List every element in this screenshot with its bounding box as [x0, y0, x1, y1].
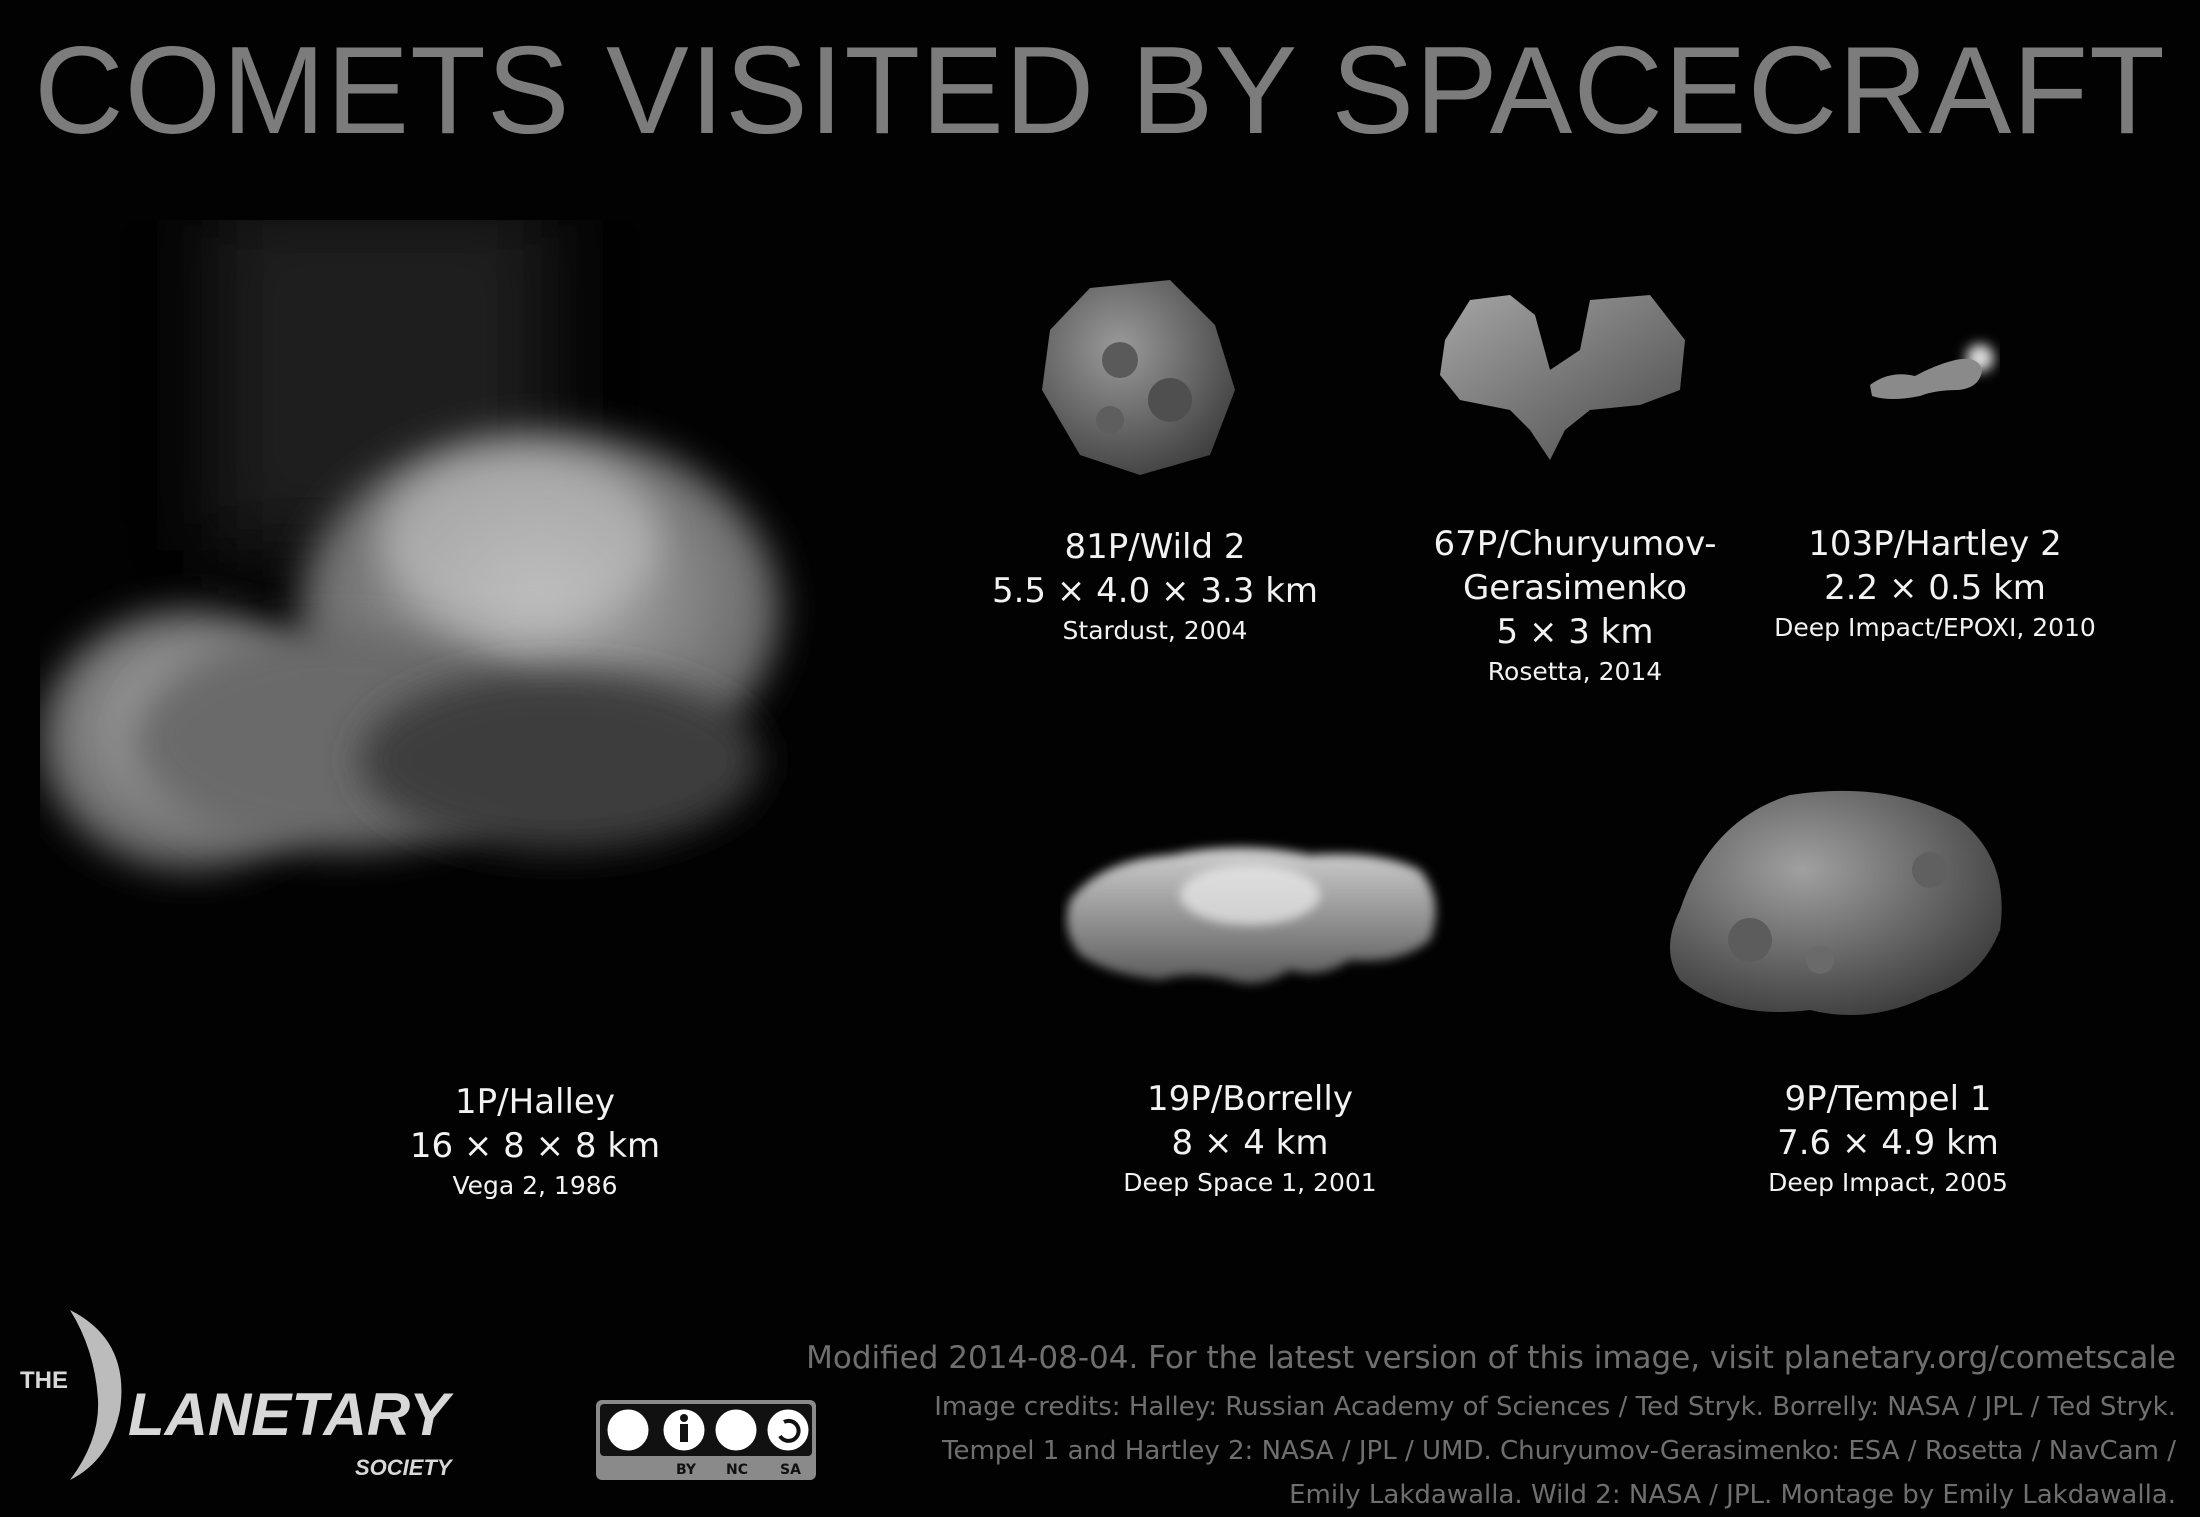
comet-dimensions: 2.2 × 0.5 km	[1824, 568, 2046, 608]
noncommercial-icon	[712, 1406, 760, 1454]
comet-mission: Vega 2, 1986	[452, 1171, 618, 1200]
page-title: COMETS VISITED BY SPACECRAFT	[34, 22, 2166, 160]
borrelly-nucleus-image	[1066, 847, 1436, 984]
credits-line: Tempel 1 and Hartley 2: NASA / JPL / UMD…	[942, 1436, 2176, 1466]
comet-mission: Deep Space 1, 2001	[1123, 1168, 1377, 1197]
comet-dimensions: 8 × 4 km	[1171, 1123, 1329, 1163]
comet-label-tempel1: 9P/Tempel 1 7.6 × 4.9 km Deep Impact, 20…	[1688, 1077, 2088, 1201]
comet-name-line1: 67P/Churyumov-	[1433, 524, 1717, 564]
comet-dimensions: 5 × 3 km	[1496, 612, 1654, 652]
planetary-society-logo: THE LANETARY SOCIETY	[20, 1310, 454, 1480]
creative-commons-license-badge: BY NC SA	[596, 1400, 816, 1480]
credits-line: Image credits: Halley: Russian Academy o…	[934, 1392, 2176, 1422]
credits-line: Emily Lakdawalla. Wild 2: NASA / JPL. Mo…	[1289, 1480, 2176, 1510]
cc-icon	[604, 1406, 652, 1454]
logo-swoosh	[70, 1310, 122, 1480]
logo-the: THE	[20, 1367, 68, 1394]
sharealike-icon	[764, 1406, 812, 1454]
comet-name-line2: Gerasimenko	[1462, 568, 1688, 608]
comet-label-hartley2: 103P/Hartley 2 2.2 × 0.5 km Deep Impact/…	[1735, 522, 2135, 646]
comet-mission: Stardust, 2004	[1062, 616, 1248, 645]
image-credits: Image credits: Halley: Russian Academy o…	[934, 1385, 2176, 1517]
license-by-label: BY	[676, 1462, 697, 1478]
comet-label-wild2: 81P/Wild 2 5.5 × 4.0 × 3.3 km Stardust, …	[955, 525, 1355, 649]
halley-nucleus-image	[40, 220, 780, 870]
logo-society: SOCIETY	[355, 1455, 454, 1480]
comet-mission: Deep Impact/EPOXI, 2010	[1774, 613, 2096, 642]
license-sa-label: SA	[780, 1462, 801, 1478]
comet-label-halley: 1P/Halley 16 × 8 × 8 km Vega 2, 1986	[335, 1080, 735, 1204]
logo-planetary: LANETARY	[128, 1381, 454, 1448]
comet-dimensions: 16 × 8 × 8 km	[409, 1126, 661, 1166]
comet-name: 19P/Borrelly	[1147, 1079, 1353, 1119]
comet-label-churyumov-gerasimenko: 67P/Churyumov- Gerasimenko 5 × 3 km Rose…	[1375, 522, 1775, 690]
comet-label-borrelly: 19P/Borrelly 8 × 4 km Deep Space 1, 2001	[1050, 1077, 1450, 1201]
churyumov-gerasimenko-nucleus-image	[1440, 295, 1685, 460]
comet-dimensions: 5.5 × 4.0 × 3.3 km	[991, 571, 1319, 611]
comet-name: 103P/Hartley 2	[1808, 524, 2062, 564]
comet-mission: Rosetta, 2014	[1487, 657, 1663, 686]
comet-mission: Deep Impact, 2005	[1768, 1168, 2008, 1197]
comet-dimensions: 7.6 × 4.9 km	[1777, 1123, 1999, 1163]
license-nc-label: NC	[726, 1462, 748, 1478]
comet-name: 81P/Wild 2	[1064, 527, 1246, 567]
wild2-nucleus-image	[1042, 280, 1235, 475]
hartley2-nucleus-image	[1870, 344, 1994, 399]
comet-name: 1P/Halley	[455, 1082, 615, 1122]
comet-name: 9P/Tempel 1	[1784, 1079, 1992, 1119]
modified-note: Modified 2014-08-04. For the latest vers…	[806, 1340, 2176, 1376]
tempel1-nucleus-image	[1670, 790, 2002, 1015]
